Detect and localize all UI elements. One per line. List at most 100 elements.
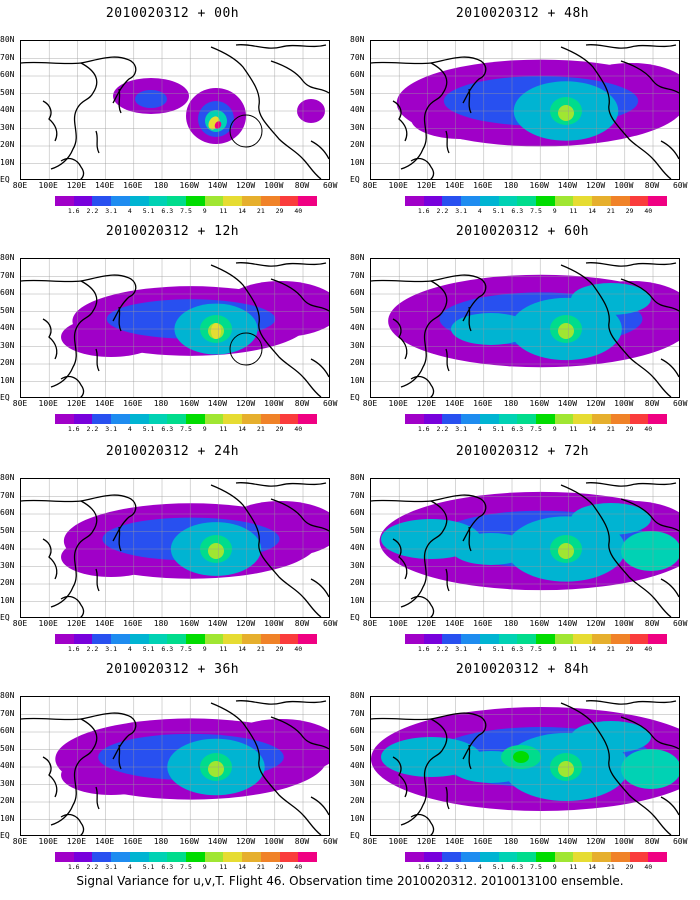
- colorbar-label: 11: [569, 863, 578, 871]
- colorbar-label: 6.3: [161, 863, 174, 871]
- colorbar-label: 6.3: [511, 425, 524, 433]
- colorbar-label: 21: [256, 207, 265, 215]
- coastline: [392, 318, 408, 360]
- latitude-label: 50N: [0, 525, 15, 535]
- colorbar-swatch: [186, 196, 205, 206]
- coastline: [21, 717, 98, 826]
- observation-circle: [229, 114, 263, 148]
- colorbar-labels: 1.6 2.2 3.1 4 5.1 6.3 7.5 9 11 14 21 29 40: [55, 646, 317, 654]
- coastline: [660, 796, 679, 816]
- latitude-label: 50N: [0, 743, 15, 753]
- colorbar-label: 40: [644, 645, 653, 653]
- latitude-label: 80N: [0, 253, 15, 262]
- colorbar-label: 14: [238, 207, 247, 215]
- figure-caption: Signal Variance for u,v,T. Flight 46. Ob…: [76, 874, 624, 888]
- colorbar-label: 5.1: [492, 425, 505, 433]
- colorbar-swatch: [554, 634, 574, 644]
- colorbar-label: 4: [127, 645, 132, 653]
- longitude-label: 60W: [322, 837, 338, 846]
- longitude-label: 80W: [294, 619, 310, 628]
- latitude-label: 20N: [350, 140, 365, 149]
- longitude-label: 160E: [473, 181, 493, 190]
- colorbar-label: 14: [238, 425, 247, 433]
- colorbar-labels: 1.6 2.2 3.1 4 5.1 6.3 7.5 9 11 14 21 29 40: [55, 208, 317, 216]
- variance-contour: [621, 749, 679, 789]
- colorbar: [405, 196, 668, 206]
- variance-map: [370, 478, 680, 618]
- coastline: [270, 716, 329, 750]
- longitude-label: 140W: [557, 837, 578, 846]
- longitude-label: 160E: [123, 399, 143, 408]
- panel-title: 2010020312 + 12h: [105, 224, 240, 239]
- coastline: [445, 568, 450, 592]
- longitude-label: 160W: [529, 399, 549, 408]
- colorbar-swatch: [148, 634, 168, 644]
- latitude-label: 50N: [0, 87, 15, 97]
- longitude-label: 80W: [294, 181, 310, 190]
- colorbar-swatch: [610, 196, 630, 206]
- coastline: [42, 756, 58, 798]
- colorbar-swatch: [73, 414, 93, 424]
- colorbar-label: 40: [294, 425, 303, 433]
- latitude-label: 10N: [0, 157, 15, 167]
- latitude-label: 30N: [0, 340, 15, 350]
- longitude-label: 180: [503, 619, 519, 628]
- colorbar-swatch: [554, 852, 574, 862]
- coastline: [235, 262, 327, 267]
- colorbar-swatch: [498, 196, 518, 206]
- colorbar-swatch: [592, 414, 611, 424]
- longitude-label: 120W: [585, 837, 606, 846]
- latitude-label: 70N: [350, 490, 365, 500]
- latitude-label: 50N: [350, 525, 365, 535]
- colorbar-label: 29: [275, 425, 284, 433]
- latitude-label: 30N: [350, 122, 365, 132]
- variance-contour: [558, 105, 574, 121]
- colorbar-label: 29: [625, 645, 634, 653]
- colorbar-swatch: [242, 196, 261, 206]
- colorbar-label: 29: [625, 425, 634, 433]
- longitude-label: 120E: [66, 837, 87, 846]
- longitude-label: 160W: [179, 181, 199, 190]
- colorbar-swatch: [55, 634, 74, 644]
- coastline: [235, 482, 327, 487]
- longitude-label: 120E: [416, 837, 437, 846]
- longitude-label: 180: [153, 399, 169, 408]
- colorbar-swatch: [629, 634, 649, 644]
- colorbar-swatch: [279, 196, 299, 206]
- coastline: [445, 348, 450, 372]
- observation-circle: [229, 332, 263, 366]
- colorbar-label: 6.3: [511, 863, 524, 871]
- coastline: [210, 484, 322, 617]
- colorbar: [405, 414, 668, 424]
- colorbar-label: 2.2: [86, 425, 99, 433]
- longitude-label: 120W: [235, 619, 256, 628]
- latitude-label: 70N: [0, 708, 15, 718]
- longitude-label: 160W: [179, 837, 199, 846]
- latitude-label: 60N: [0, 70, 15, 79]
- colorbar-swatch: [629, 196, 649, 206]
- colorbar-label: 7.5: [530, 863, 542, 871]
- colorbar-swatch: [223, 852, 243, 862]
- panel-title: 2010020312 + 00h: [105, 6, 240, 21]
- variance-contour: [208, 543, 224, 559]
- coastline: [371, 717, 448, 826]
- colorbar-swatch: [55, 852, 74, 862]
- colorbar-label: 14: [238, 645, 247, 653]
- colorbar-label: 1.6: [417, 863, 430, 871]
- latitude-label: 60N: [350, 726, 365, 735]
- forecast-panel-0h: 2010020312 + 00h 80N 70N 60N 50N 40N 30N 20N 10N…: [0, 0, 345, 225]
- forecast-panel-12h: 2010020312 + 12h 80N 70N 60N 50N 40N 30N 20N 10N…: [0, 218, 345, 443]
- colorbar-swatch: [73, 196, 93, 206]
- colorbar-swatch: [92, 196, 112, 206]
- colorbar-labels: 1.6 2.2 3.1 4 5.1 6.3 7.5 9 11 14 21 29 40: [55, 426, 317, 434]
- latitude-label: 70N: [350, 270, 365, 280]
- latitude-label: 20N: [0, 796, 15, 805]
- latitude-label: 10N: [0, 813, 15, 823]
- colorbar-swatch: [204, 414, 224, 424]
- longitude-label: 180: [503, 399, 519, 408]
- longitude-label: 80W: [644, 619, 660, 628]
- longitude-label: 140W: [207, 181, 228, 190]
- latitude-label: 70N: [0, 490, 15, 500]
- colorbar-swatch: [204, 852, 224, 862]
- colorbar-swatch: [461, 414, 480, 424]
